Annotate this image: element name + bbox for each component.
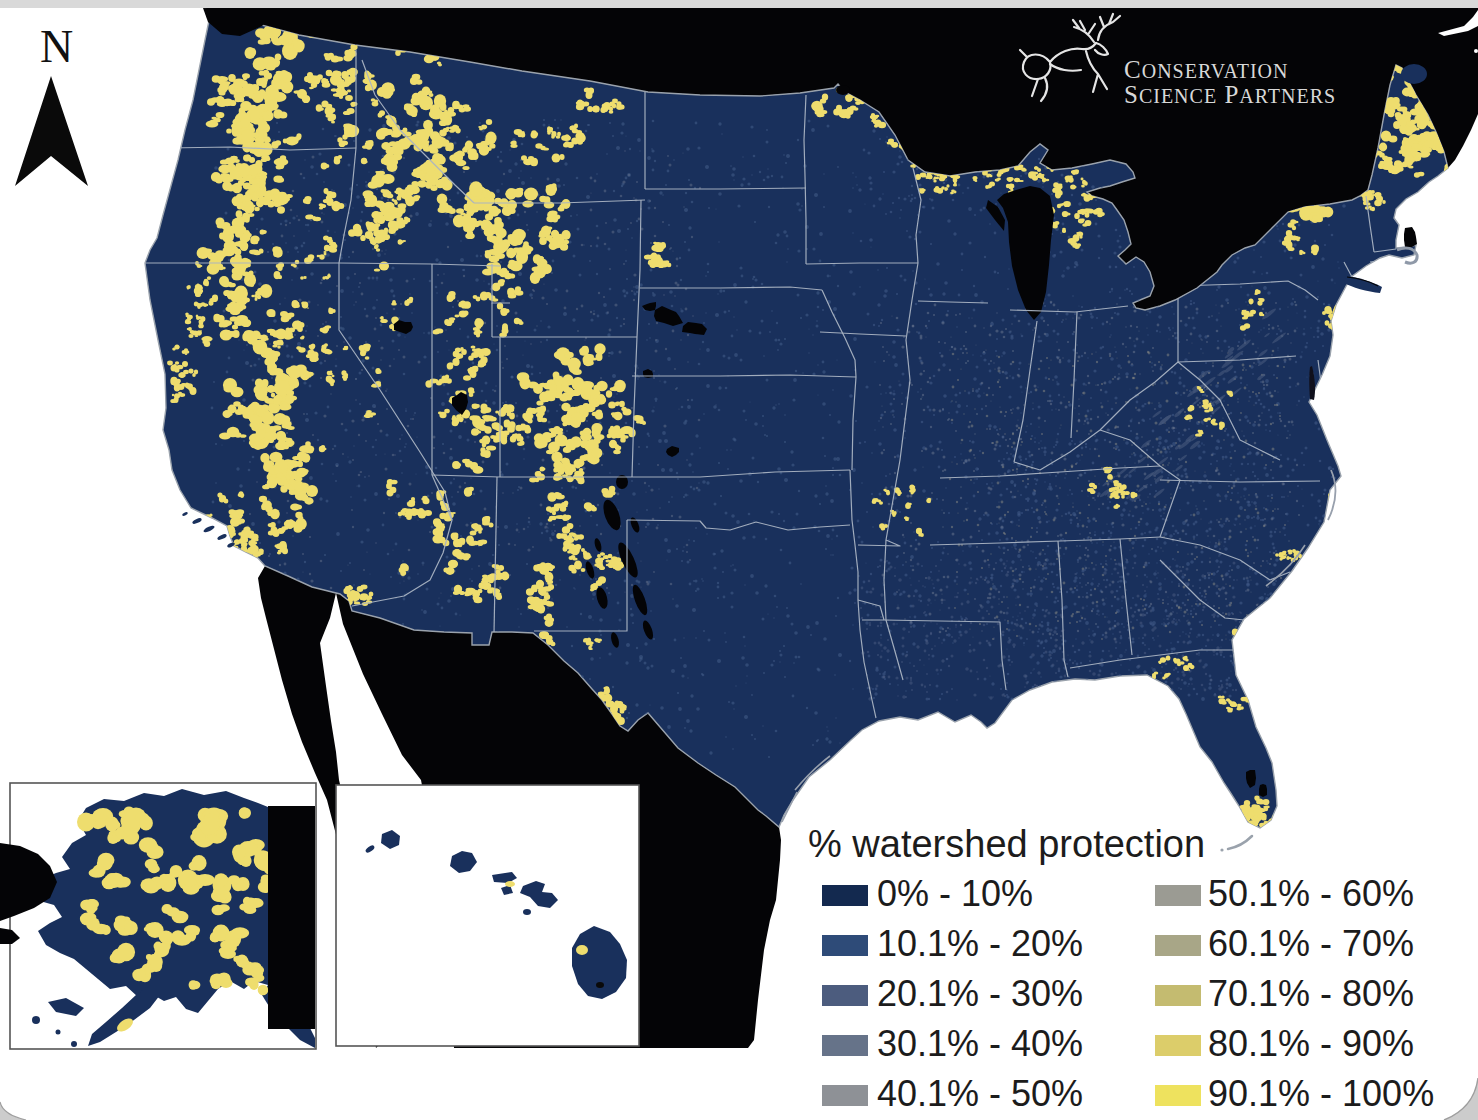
svg-text:90.1% - 100%: 90.1% - 100%	[1208, 1073, 1434, 1114]
svg-text:80.1% - 90%: 80.1% - 90%	[1208, 1023, 1414, 1064]
svg-text:10.1% - 20%: 10.1% - 20%	[877, 923, 1083, 964]
svg-text:0% - 10%: 0% - 10%	[877, 873, 1033, 914]
svg-text:SCIENCE PARTNERS: SCIENCE PARTNERS	[1124, 81, 1336, 108]
svg-text:40.1% - 50%: 40.1% - 50%	[877, 1073, 1083, 1114]
svg-text:50.1% - 60%: 50.1% - 60%	[1208, 873, 1414, 914]
svg-text:70.1% - 80%: 70.1% - 80%	[1208, 973, 1414, 1014]
svg-text:N: N	[40, 21, 73, 72]
svg-text:30.1% - 40%: 30.1% - 40%	[877, 1023, 1083, 1064]
svg-text:60.1% - 70%: 60.1% - 70%	[1208, 923, 1414, 964]
svg-text:% watershed protection: % watershed protection	[808, 823, 1205, 865]
svg-text:20.1% - 30%: 20.1% - 30%	[877, 973, 1083, 1014]
svg-text:CONSERVATION: CONSERVATION	[1124, 56, 1289, 83]
